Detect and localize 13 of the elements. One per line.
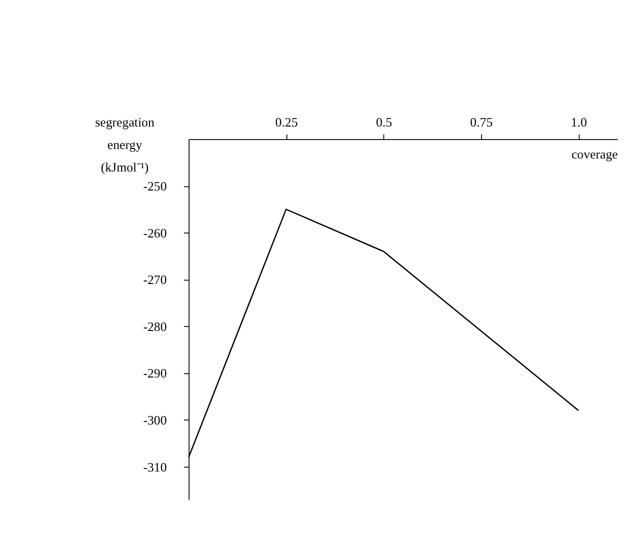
x-tick-label: 1.0 (570, 116, 587, 130)
x-tick-label: 0.5 (376, 116, 392, 130)
y-tick-label: -310 (143, 460, 167, 474)
x-tick-label: 0.25 (275, 116, 298, 130)
y-tick-label: -280 (143, 320, 167, 334)
y-tick-label: -290 (143, 366, 167, 381)
y-tick-label: -270 (143, 273, 167, 288)
x-axis-title: coverage (571, 147, 618, 162)
y-tick-label: -250 (143, 180, 167, 194)
y-tick-label: -260 (143, 226, 167, 240)
x-tick-label: 0.75 (470, 116, 493, 130)
y-tick-label: -300 (143, 414, 167, 428)
y-axis-title: segregation energy (kJmol⁻¹) (95, 116, 155, 174)
